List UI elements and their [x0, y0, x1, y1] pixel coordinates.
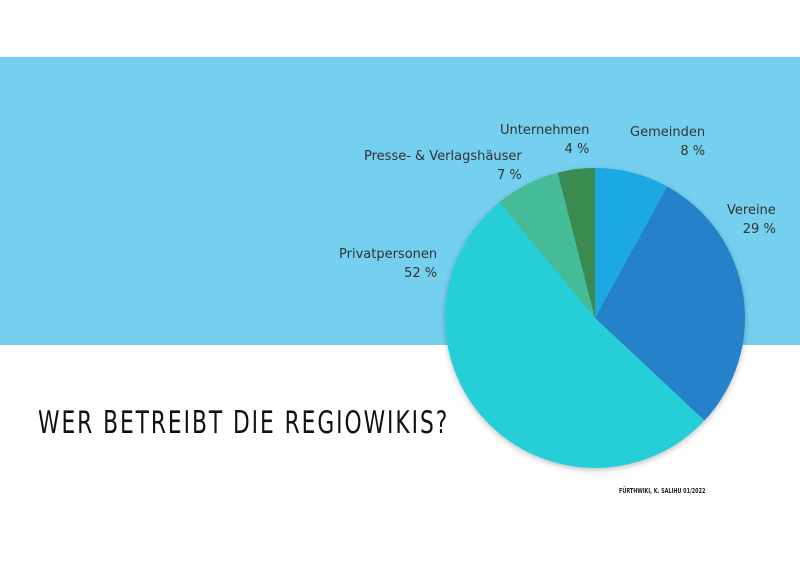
credit-text: FÜRTHWIKI, K. SALIHU 01/2022	[619, 487, 706, 495]
label-privatpersonen: Privatpersonen 52 %	[339, 245, 437, 283]
slice-value: 4 %	[564, 142, 590, 157]
label-unternehmen: Unternehmen 4 %	[500, 121, 589, 159]
slice-label: Privatpersonen	[339, 247, 438, 262]
slice-value: 29 %	[742, 222, 776, 237]
page-title: WER BETREIBT DIE REGIOWIKIS?	[38, 405, 450, 441]
slice-value: 52 %	[404, 266, 438, 281]
slice-label: Presse- & Verlagshäuser	[364, 149, 522, 164]
slice-label: Vereine	[727, 203, 776, 218]
pie-slice-privatpersonen	[444, 202, 705, 469]
label-presse: Presse- & Verlagshäuser 7 %	[364, 147, 522, 185]
label-vereine: Vereine 29 %	[727, 201, 776, 239]
slice-label: Unternehmen	[500, 123, 590, 138]
pie-slice-presse-verlagshäuser	[499, 172, 595, 318]
slice-label: Gemeinden	[630, 125, 706, 140]
pie-slice-vereine	[595, 186, 745, 421]
pie-slice-unternehmen	[557, 168, 595, 318]
slice-value: 8 %	[680, 144, 706, 159]
pie-slice-gemeinden	[595, 168, 668, 318]
label-gemeinden: Gemeinden 8 %	[630, 123, 705, 161]
slice-value: 7 %	[496, 168, 522, 183]
